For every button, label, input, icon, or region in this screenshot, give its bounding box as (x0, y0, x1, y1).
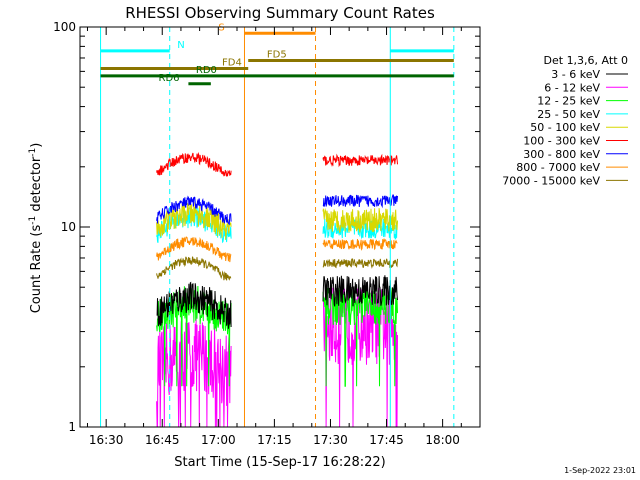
legend-label-1: 6 - 12 keV (544, 81, 600, 94)
x-tick-label-2: 17:00 (201, 433, 236, 447)
legend-label-4: 50 - 100 keV (530, 121, 600, 134)
series-line-5-seg-0 (156, 151, 232, 177)
legend-title: Det 1,3,6, Att 0 (544, 54, 628, 67)
series-layer (156, 151, 398, 427)
series-line-6-seg-0 (156, 195, 232, 226)
vertical-markers (100, 27, 455, 427)
x-tick-label-5: 17:45 (369, 433, 404, 447)
series-line-7-seg-0 (156, 236, 232, 263)
flag-label-6: RD6 (159, 73, 180, 84)
legend-label-6: 300 - 800 keV (523, 148, 600, 161)
flag-label-2: S (218, 22, 224, 33)
legend-label-0: 3 - 6 keV (551, 68, 600, 81)
date-stamp: 1-Sep-2022 23:01 (564, 466, 636, 475)
series-line-6-seg-1 (322, 194, 398, 209)
y-tick-label-0: 1 (68, 420, 76, 434)
legend-label-2: 12 - 25 keV (537, 95, 600, 108)
flag-label-0: N (177, 40, 184, 51)
legend-label-5: 100 - 300 keV (523, 135, 600, 148)
x-axis-label: Start Time (15-Sep-17 16:28:22) (174, 455, 385, 470)
series-line-7-seg-1 (322, 237, 398, 251)
legend-label-8: 7000 - 15000 keV (502, 174, 600, 187)
series-line-1-seg-1 (322, 287, 398, 427)
y-tick-label-1: 10 (61, 220, 76, 234)
series-line-0-seg-0 (156, 281, 232, 329)
series-line-5-seg-1 (322, 153, 398, 168)
series-line-8-seg-1 (322, 258, 398, 269)
flag-label-4: FD5 (267, 49, 287, 60)
flag-label-3: FD4 (222, 58, 242, 69)
svg-text:Count Rate (s-1 detector-1): Count Rate (s-1 detector-1) (28, 143, 44, 314)
series-group (156, 151, 398, 427)
legend-label-3: 25 - 50 keV (537, 108, 600, 121)
flag-label-5: RD0 (196, 65, 217, 76)
series-line-1-seg-0 (156, 315, 232, 427)
series-line-8-seg-0 (156, 256, 232, 281)
series-line-4-seg-1 (322, 207, 398, 234)
x-tick-label-6: 18:00 (425, 433, 460, 447)
axes: 16:30 16:45 17:00 17:15 17:30 17:45 18:00 1 10 10… (53, 20, 481, 447)
x-tick-label-1: 16:45 (145, 433, 180, 447)
chart-title: RHESSI Observing Summary Count Rates (125, 4, 435, 22)
y-tick-label-2: 100 (53, 20, 76, 34)
plot-frame (79, 26, 481, 428)
x-tick-label-4: 17:30 (313, 433, 348, 447)
legend-label-7: 800 - 7000 keV (516, 161, 600, 174)
x-tick-label-3: 17:15 (257, 433, 292, 447)
flag-bars: N S FD4 FD5 RD0 RD6 (100, 22, 454, 86)
series-line-0-seg-1 (322, 275, 398, 307)
x-tick-label-0: 16:30 (89, 433, 124, 447)
y-axis-label: Count Rate (s-1 detector-1) (28, 143, 44, 314)
